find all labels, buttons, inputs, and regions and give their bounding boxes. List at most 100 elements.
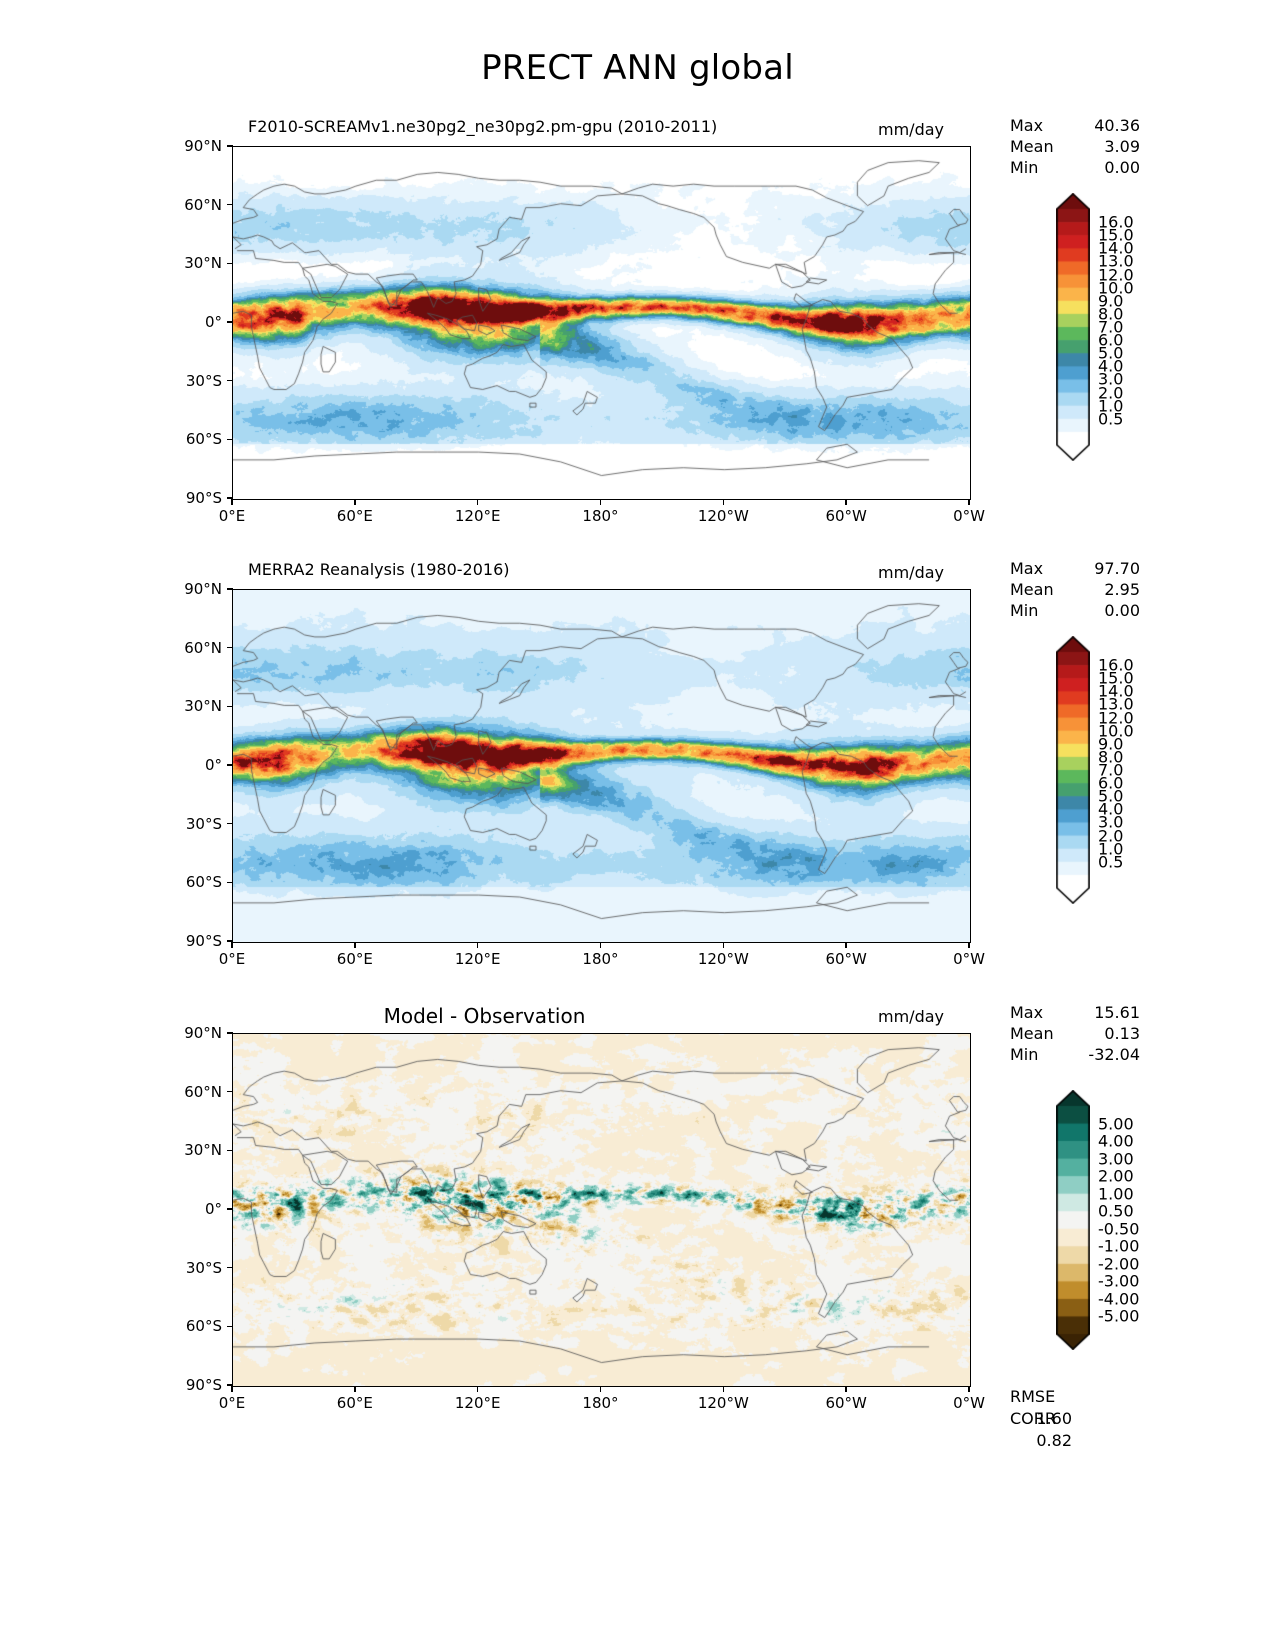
x-tick-label: 120°W xyxy=(697,507,749,525)
y-tick-label: 60°N xyxy=(184,1082,222,1101)
x-tick-label: 60°E xyxy=(336,507,373,525)
y-tick-label: 30°S xyxy=(185,814,222,833)
colorbar-tick-label: 5.0 xyxy=(1098,786,1124,806)
colorbar-tick-label: 10.0 xyxy=(1098,721,1134,741)
colorbar-tick-label: 9.0 xyxy=(1098,291,1124,311)
stat-value: 0.13 xyxy=(1104,1024,1140,1043)
colorbar-tick-label: -3.00 xyxy=(1098,1271,1140,1291)
colorbar-tick-label: 5.00 xyxy=(1098,1114,1134,1134)
x-tick-label: 0°W xyxy=(953,507,985,525)
colorbar-model xyxy=(1056,193,1090,461)
y-tick-label: 0° xyxy=(204,313,222,331)
colorbar-tick-label: 10.0 xyxy=(1098,278,1134,298)
colorbar-tick-label: 3.0 xyxy=(1098,812,1124,832)
stat-row: Max 15.61 xyxy=(1010,1002,1140,1023)
x-tick-label: 180° xyxy=(582,950,619,968)
colorbar-difference xyxy=(1056,1090,1090,1350)
x-tick-label: 180° xyxy=(582,507,619,525)
y-tick-label: 60°S xyxy=(185,430,222,449)
colorbar-tick-label: 15.0 xyxy=(1098,668,1134,688)
stat-value: 0.00 xyxy=(1104,601,1140,620)
x-tick-label: 120°E xyxy=(454,1394,501,1412)
metric-value: 1.60 xyxy=(1036,1409,1072,1428)
x-tick-label: 0°W xyxy=(953,950,985,968)
y-tick-mark xyxy=(227,379,233,382)
colorbar-tick-label: 16.0 xyxy=(1098,212,1134,232)
colorbar-tick-label: 7.0 xyxy=(1098,317,1124,337)
y-tick-mark xyxy=(227,203,233,206)
x-tick-mark xyxy=(722,942,725,948)
colorbar-tick-label: -4.00 xyxy=(1098,1289,1140,1309)
x-tick-mark xyxy=(476,942,479,948)
units-label-difference: mm/day xyxy=(878,1007,944,1026)
colorbar-tick-label: -2.00 xyxy=(1098,1254,1140,1274)
y-tick-label: 90°N xyxy=(184,137,222,155)
stat-label: Min xyxy=(1010,601,1039,620)
x-tick-mark xyxy=(968,942,970,948)
map-field-model xyxy=(233,147,970,499)
colorbar-tick-label: 2.0 xyxy=(1098,383,1124,403)
colorbar-tick-label: 4.0 xyxy=(1098,799,1124,819)
x-tick-label: 60°E xyxy=(336,950,373,968)
x-tick-mark xyxy=(354,1386,356,1392)
stat-label: Min xyxy=(1010,1045,1039,1064)
y-tick-mark xyxy=(227,1384,233,1386)
y-tick-label: 60°S xyxy=(185,1317,222,1336)
colorbar-tick-label: 9.0 xyxy=(1098,734,1124,754)
x-tick-mark xyxy=(845,942,847,948)
y-tick-mark xyxy=(227,940,233,942)
y-tick-mark xyxy=(227,646,233,649)
y-tick-label: 90°S xyxy=(185,1376,222,1394)
stat-value: -32.04 xyxy=(1088,1045,1140,1064)
metric-label: RMSE xyxy=(1010,1387,1056,1406)
metric-value: 0.82 xyxy=(1036,1431,1072,1450)
stat-value: 97.70 xyxy=(1094,559,1140,578)
x-tick-label: 60°W xyxy=(825,507,867,525)
x-tick-mark xyxy=(599,499,602,505)
colorbar-tick-label: 12.0 xyxy=(1098,708,1134,728)
x-tick-mark xyxy=(231,1386,233,1392)
y-tick-mark xyxy=(227,822,233,825)
stat-value: 0.00 xyxy=(1104,158,1140,177)
panel-title-observation: MERRA2 Reanalysis (1980-2016) xyxy=(248,560,510,579)
y-tick-mark xyxy=(227,1325,233,1328)
colorbar-tick-label: 6.0 xyxy=(1098,773,1124,793)
y-tick-mark xyxy=(227,764,233,766)
colorbar-tick-label: 4.00 xyxy=(1098,1131,1134,1151)
stats-block-observation: Max 97.70 Mean 2.95 Min 0.00 xyxy=(1010,558,1140,621)
stat-label: Mean xyxy=(1010,137,1054,156)
colorbar-observation xyxy=(1056,636,1090,904)
stat-row: Min 0.00 xyxy=(1010,157,1140,178)
colorbar-tick-label: 1.0 xyxy=(1098,396,1124,416)
y-tick-label: 30°N xyxy=(184,1141,222,1160)
colorbar-tick-label: 14.0 xyxy=(1098,681,1134,701)
stat-label: Max xyxy=(1010,1003,1044,1022)
y-tick-label: 90°S xyxy=(185,932,222,950)
y-tick-mark xyxy=(227,1149,233,1152)
x-tick-mark xyxy=(722,1386,725,1392)
x-tick-label: 0°E xyxy=(218,507,246,525)
colorbar-tick-label: 8.0 xyxy=(1098,304,1124,324)
x-tick-mark xyxy=(476,1386,479,1392)
x-tick-mark xyxy=(845,1386,847,1392)
x-tick-mark xyxy=(599,1386,602,1392)
colorbar-tick-label: 7.0 xyxy=(1098,760,1124,780)
y-tick-mark xyxy=(227,1266,233,1269)
stat-row: Max 40.36 xyxy=(1010,115,1140,136)
x-tick-mark xyxy=(354,942,356,948)
x-tick-mark xyxy=(231,942,233,948)
y-tick-label: 90°S xyxy=(185,489,222,507)
colorbar-tick-label: -0.50 xyxy=(1098,1219,1140,1239)
y-tick-label: 30°S xyxy=(185,1258,222,1277)
y-tick-mark xyxy=(227,705,233,708)
stat-label: Min xyxy=(1010,158,1039,177)
colorbar-tick-label: 2.0 xyxy=(1098,826,1124,846)
y-tick-label: 90°N xyxy=(184,580,222,598)
colorbar-tick-label: 0.5 xyxy=(1098,852,1124,872)
y-tick-label: 30°N xyxy=(184,697,222,716)
stat-row: Mean 0.13 xyxy=(1010,1023,1140,1044)
colorbar-gradient-difference xyxy=(1056,1090,1090,1350)
stat-value: 15.61 xyxy=(1094,1003,1140,1022)
map-difference xyxy=(232,1033,971,1387)
x-tick-mark xyxy=(722,499,725,505)
